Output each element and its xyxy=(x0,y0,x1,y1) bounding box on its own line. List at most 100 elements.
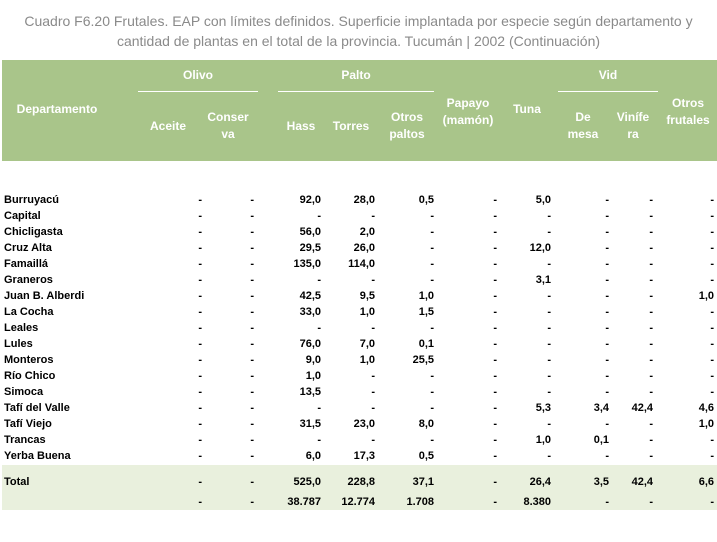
table-row-15-papayo: - xyxy=(493,418,497,430)
table-row-10-torres: 7,0 xyxy=(359,338,375,350)
total-row-torres: 228,8 xyxy=(347,476,375,488)
table-row-8-label: La Cocha xyxy=(4,306,54,318)
table-row-3-otros-paltos: - xyxy=(430,226,434,238)
table-row-5-hass: 135,0 xyxy=(293,258,321,270)
table-row-7-tuna: - xyxy=(547,290,551,302)
table-row-16-conserva: - xyxy=(250,434,254,446)
table-row-7-otros-frutales: 1,0 xyxy=(698,290,714,302)
total-row-label: Total xyxy=(4,476,30,488)
table-row-10-otros-paltos: 0,1 xyxy=(418,338,434,350)
table-row-9-tuna: - xyxy=(547,322,551,334)
table-row-12-otros-paltos: - xyxy=(430,370,434,382)
table-row-2-vinifera: - xyxy=(649,210,653,222)
table-row-15-otros-frutales: 1,0 xyxy=(698,418,714,430)
header-olivo: Olivo xyxy=(182,68,213,82)
total-row-papayo: - xyxy=(493,476,497,488)
table-row-14-aceite: - xyxy=(198,402,202,414)
table-row-2-de-mesa: - xyxy=(605,210,609,222)
table-row-14-conserva: - xyxy=(250,402,254,414)
table-row-3-vinifera: - xyxy=(649,226,653,238)
table-row-3-tuna: - xyxy=(547,226,551,238)
total-row-de-mesa: 3,5 xyxy=(593,476,609,488)
table-row-17-label: Yerba Buena xyxy=(4,450,71,462)
table-row-9-torres: - xyxy=(371,322,375,334)
table-row-12-label: Río Chico xyxy=(4,370,56,382)
table-row-4-label: Cruz Alta xyxy=(4,242,52,254)
table-row-10-hass: 76,0 xyxy=(299,338,321,350)
total-row-vinifera: 42,4 xyxy=(631,476,653,488)
header-torres: Torres xyxy=(332,119,370,133)
table-row-11-torres: 1,0 xyxy=(359,354,375,366)
table-row-2-tuna: - xyxy=(547,210,551,222)
table-row-15-vinifera: - xyxy=(649,418,653,430)
table-row-13-label: Simoca xyxy=(4,386,44,398)
header-otros-frutales: Otros frutales xyxy=(666,96,710,127)
table-row-12-vinifera: - xyxy=(649,370,653,382)
header-vid: Vid xyxy=(598,68,618,82)
title-line-2: cantidad de plantas en el total de la pr… xyxy=(116,33,601,49)
table-row-13-otros-frutales: - xyxy=(710,386,714,398)
table-row-8-conserva: - xyxy=(250,306,254,318)
table-row-12-papayo: - xyxy=(493,370,497,382)
table-row-8-tuna: - xyxy=(547,306,551,318)
table-row-2-aceite: - xyxy=(198,210,202,222)
table-row-11-label: Monteros xyxy=(4,354,54,366)
table-row-12-de-mesa: - xyxy=(605,370,609,382)
header-de-mesa: De mesa xyxy=(567,110,599,141)
table-row-17-vinifera: - xyxy=(649,450,653,462)
table-row-11-papayo: - xyxy=(493,354,497,366)
table-row-14-label: Tafí del Valle xyxy=(4,402,70,414)
table-row-1-conserva: - xyxy=(250,194,254,206)
table-row-8-vinifera: - xyxy=(649,306,653,318)
table-row-4-conserva: - xyxy=(250,242,254,254)
table-row-17-aceite: - xyxy=(198,450,202,462)
table-row-9-de-mesa: - xyxy=(605,322,609,334)
table-row-15-tuna: - xyxy=(547,418,551,430)
table-row-4-vinifera: - xyxy=(649,242,653,254)
table-row-12-tuna: - xyxy=(547,370,551,382)
table-row-17-tuna: - xyxy=(547,450,551,462)
table-row-6-de-mesa: - xyxy=(605,274,609,286)
table-row-7-hass: 42,5 xyxy=(299,290,321,302)
table-row-10-de-mesa: - xyxy=(605,338,609,350)
table-row-9-aceite: - xyxy=(198,322,202,334)
table-row-7-otros-paltos: 1,0 xyxy=(418,290,434,302)
table-row-7-vinifera: - xyxy=(649,290,653,302)
table-row-3-de-mesa: - xyxy=(605,226,609,238)
table-row-8-torres: 1,0 xyxy=(359,306,375,318)
table-row-17-hass: 6,0 xyxy=(305,450,321,462)
table-header: Departamento Olivo Aceite Conser va Palto… xyxy=(2,60,717,161)
header-tuna: Tuna xyxy=(513,102,541,116)
table-row-1-torres: 28,0 xyxy=(353,194,375,206)
table-row-16-papayo: - xyxy=(493,434,497,446)
table-row-6-aceite: - xyxy=(198,274,202,286)
table-row-12-hass: 1,0 xyxy=(305,370,321,382)
table-row-3-otros-frutales: - xyxy=(710,226,714,238)
plantas-row-tuna: 8.380 xyxy=(523,496,551,508)
header-aceite: Aceite xyxy=(149,119,187,133)
total-row-otros-frutales: 6,6 xyxy=(698,476,714,488)
plantas-row-conserva: - xyxy=(250,496,254,508)
table-row-10-label: Lules xyxy=(4,338,33,350)
total-row-aceite: - xyxy=(198,476,202,488)
table-row-12-conserva: - xyxy=(250,370,254,382)
table-row-7-label: Juan B. Alberdi xyxy=(4,290,85,302)
table-row-8-papayo: - xyxy=(493,306,497,318)
table-row-13-torres: - xyxy=(371,386,375,398)
table-row-1-tuna: 5,0 xyxy=(535,194,551,206)
table-row-6-conserva: - xyxy=(250,274,254,286)
table-row-5-otros-frutales: - xyxy=(710,258,714,270)
total-row-hass: 525,0 xyxy=(293,476,321,488)
table-row-14-otros-paltos: - xyxy=(430,402,434,414)
header-otros-paltos: Otros paltos xyxy=(389,110,425,141)
table-row-5-otros-paltos: - xyxy=(430,258,434,270)
table-row-4-aceite: - xyxy=(198,242,202,254)
table-row-6-hass: - xyxy=(317,274,321,286)
table-row-4-papayo: - xyxy=(493,242,497,254)
table-row-5-de-mesa: - xyxy=(605,258,609,270)
table-row-6-label: Graneros xyxy=(4,274,53,286)
total-row-conserva: - xyxy=(250,476,254,488)
header-papayo: Papayo (mamón) xyxy=(442,96,494,127)
table-row-17-papayo: - xyxy=(493,450,497,462)
table-row-17-de-mesa: - xyxy=(605,450,609,462)
